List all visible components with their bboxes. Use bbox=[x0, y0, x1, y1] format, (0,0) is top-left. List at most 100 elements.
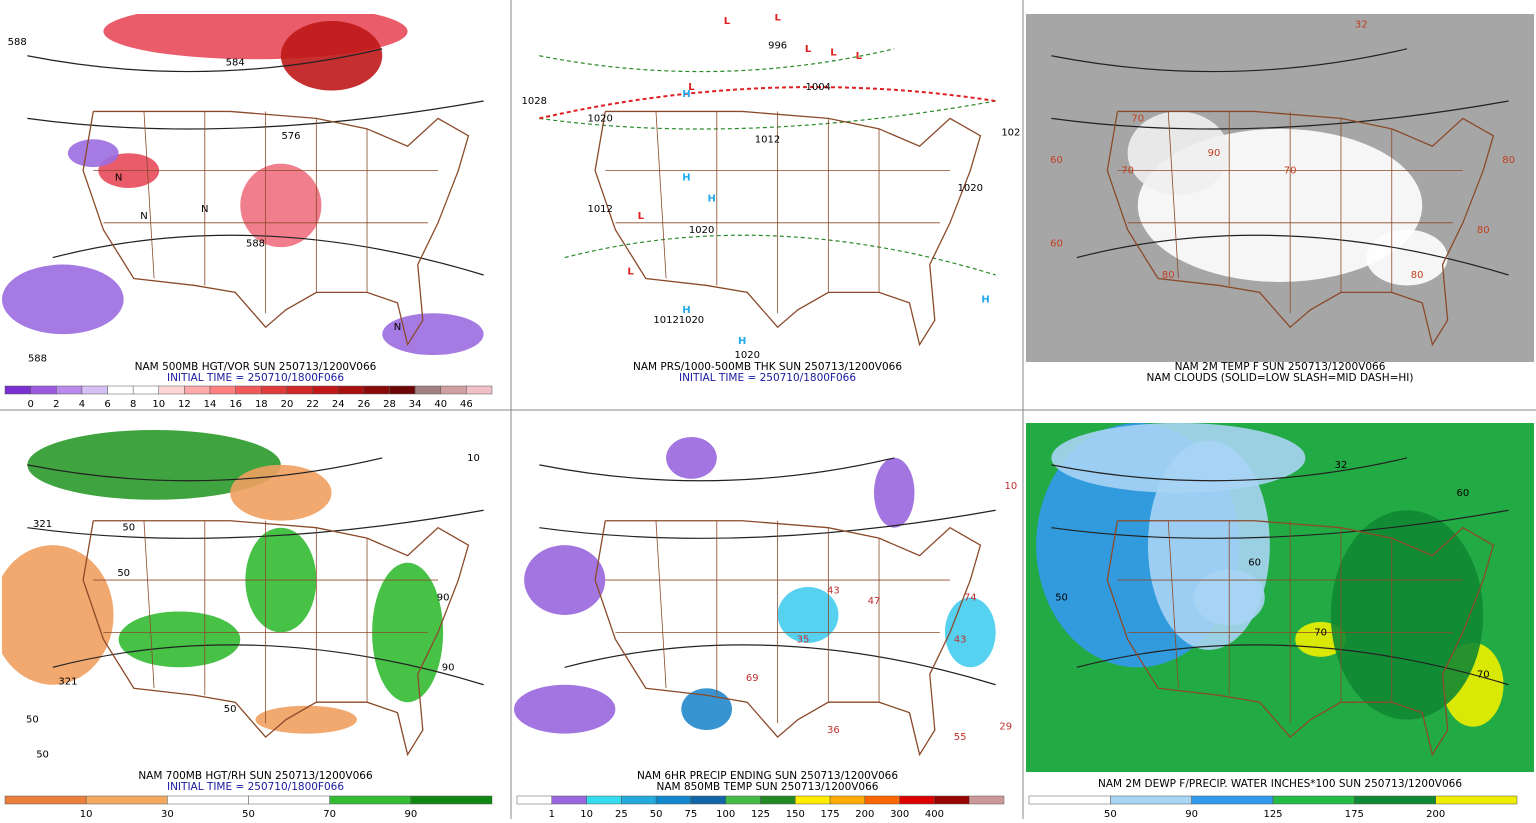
border bbox=[1106, 110, 1495, 347]
colorbar-swatch bbox=[107, 385, 134, 395]
colorbar-swatch bbox=[829, 795, 866, 805]
colorbar-label: 175 bbox=[1345, 809, 1364, 819]
state-line bbox=[1167, 111, 1179, 279]
contour bbox=[564, 644, 996, 686]
colorbar-swatch bbox=[167, 795, 249, 805]
field-area bbox=[666, 436, 717, 479]
map-label: 90 bbox=[437, 593, 450, 604]
map-label: 50 bbox=[36, 750, 49, 761]
colorbar-swatch bbox=[1354, 795, 1436, 805]
field-area bbox=[2, 264, 124, 335]
contour bbox=[27, 48, 383, 73]
contour bbox=[564, 234, 996, 276]
colorbar-label: 90 bbox=[404, 809, 417, 819]
colorbar-label: 200 bbox=[855, 809, 874, 819]
map-label: H bbox=[981, 294, 989, 305]
map-label: N bbox=[201, 204, 208, 215]
colorbar-label: 50 bbox=[242, 809, 255, 819]
map-label: 70 bbox=[1314, 627, 1327, 638]
caption: INITIAL TIME = 250710/1800F066 bbox=[679, 372, 856, 384]
map-label: 69 bbox=[746, 673, 759, 684]
colorbar-swatch bbox=[248, 795, 330, 805]
colorbar-label: 26 bbox=[357, 399, 370, 410]
map-panel: 50 60 70 32 60 70 NAM 2M DEWP F/PRECIP. WATER … bbox=[1026, 423, 1534, 820]
map-label: N bbox=[140, 211, 147, 222]
map-label: 35 bbox=[797, 634, 810, 645]
colorbar-swatch bbox=[235, 385, 262, 395]
colorbar-label: 50 bbox=[1104, 809, 1117, 819]
contour bbox=[1076, 234, 1509, 276]
map-label: 90 bbox=[442, 662, 455, 673]
map-label: 1004 bbox=[805, 82, 830, 93]
colorbar-label: 400 bbox=[925, 809, 944, 819]
colorbar-swatch bbox=[1435, 795, 1518, 805]
colorbar-label: 75 bbox=[685, 809, 698, 819]
map-label: L bbox=[805, 44, 812, 55]
field-area bbox=[873, 457, 915, 528]
field-area bbox=[524, 545, 606, 615]
colorbar-swatch bbox=[363, 385, 390, 395]
map-label: 74 bbox=[964, 593, 977, 604]
contour bbox=[1076, 644, 1509, 686]
colorbar-label: 24 bbox=[332, 399, 345, 410]
colorbar-label: 40 bbox=[434, 399, 447, 410]
colorbar-label: 46 bbox=[460, 399, 473, 410]
colorbar-swatch bbox=[516, 795, 553, 805]
map-label: 80 bbox=[1162, 270, 1175, 281]
map-panel: 43 47 35 69 36 55 29 74 43 10 NAM 6HR PRECIP ENDIN… bbox=[514, 423, 1021, 820]
map-label: 70 bbox=[1284, 166, 1297, 177]
border bbox=[82, 520, 470, 757]
colorbar-swatch bbox=[286, 385, 313, 395]
contour bbox=[1051, 48, 1408, 73]
colorbar-swatch bbox=[158, 385, 185, 395]
map-label: 50 bbox=[122, 523, 135, 534]
colorbar-label: 6 bbox=[104, 399, 110, 410]
colorbar-label: 8 bbox=[130, 399, 136, 410]
field-area bbox=[1330, 510, 1484, 720]
field-area bbox=[514, 684, 616, 734]
map-label: 47 bbox=[868, 596, 881, 607]
colorbar-label: 18 bbox=[255, 399, 268, 410]
map-label: 50 bbox=[224, 704, 237, 715]
colorbar-label: 90 bbox=[1185, 809, 1198, 819]
map-panel: 60 70 80 90 70 80 80 80 70 60 32 NAM 2M TEMP F SUN … bbox=[1026, 14, 1534, 384]
colorbar-label: 100 bbox=[716, 809, 735, 819]
field-area bbox=[1127, 111, 1230, 195]
field-area bbox=[777, 587, 839, 643]
colorbar-swatch bbox=[1191, 795, 1274, 805]
field-area bbox=[944, 597, 996, 668]
colorbar-swatch bbox=[4, 795, 87, 805]
colorbar-swatch bbox=[466, 385, 493, 395]
state-line bbox=[143, 111, 155, 279]
colorbar-swatch bbox=[864, 795, 900, 805]
contour bbox=[1051, 509, 1509, 539]
map-label: 70 bbox=[1121, 166, 1134, 177]
colorbar-swatch bbox=[312, 385, 339, 395]
contour bbox=[539, 48, 895, 73]
map-label: 321 bbox=[58, 676, 77, 687]
field-area bbox=[240, 163, 322, 248]
colorbar-label: 70 bbox=[323, 809, 336, 819]
colorbar-label: 2 bbox=[53, 399, 59, 410]
colorbar-swatch bbox=[30, 385, 57, 395]
colorbar-swatch bbox=[968, 795, 1005, 805]
map-label: 50 bbox=[1055, 593, 1068, 604]
field-area bbox=[280, 20, 383, 91]
colorbar-swatch bbox=[1028, 795, 1111, 805]
map-label: 1028 bbox=[522, 96, 547, 107]
contour bbox=[27, 509, 484, 539]
colorbar-swatch bbox=[132, 385, 160, 395]
colorbar-swatch bbox=[1272, 795, 1355, 805]
border bbox=[594, 110, 982, 347]
field-area bbox=[382, 313, 484, 356]
map-label: 32 bbox=[1335, 460, 1348, 471]
map-label: 10 bbox=[467, 453, 480, 464]
map-label: 80 bbox=[1411, 270, 1424, 281]
map-label: 60 bbox=[1050, 239, 1063, 250]
colorbar-swatch bbox=[389, 385, 416, 395]
map-label: 80 bbox=[1477, 225, 1490, 236]
map-label: 588 bbox=[28, 354, 47, 365]
border bbox=[594, 520, 982, 757]
